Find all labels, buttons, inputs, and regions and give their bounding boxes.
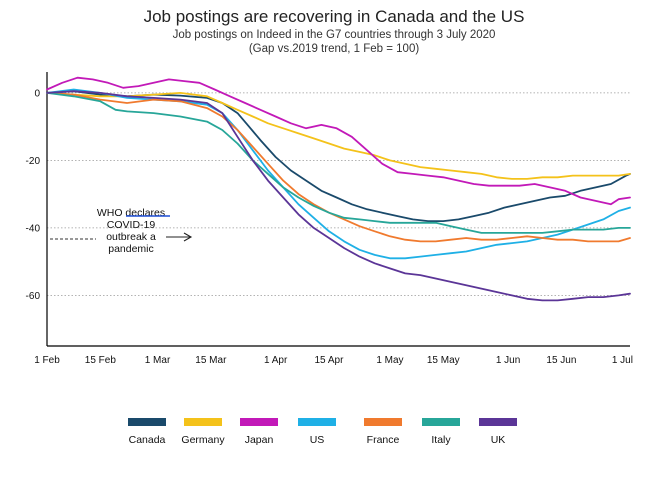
x-tick-label: 15 May bbox=[427, 355, 460, 366]
series-line-us bbox=[46, 88, 631, 260]
y-tick-label: -40 bbox=[26, 223, 41, 234]
series-lines bbox=[46, 76, 631, 302]
x-tick-label: 1 Jul bbox=[612, 355, 633, 366]
x-tick-label: 1 May bbox=[376, 355, 403, 366]
chart-title: Job postings are recovering in Canada an… bbox=[143, 7, 525, 26]
series-line-japan bbox=[46, 76, 631, 206]
legend-swatch-us bbox=[298, 418, 336, 426]
x-tick-label: 1 Jun bbox=[496, 355, 520, 366]
x-tick-label: 15 Mar bbox=[195, 355, 227, 366]
series-line-italy bbox=[46, 92, 631, 234]
series-line-uk bbox=[46, 90, 631, 302]
legend-swatch-canada bbox=[128, 418, 166, 426]
legend-swatch-uk bbox=[479, 418, 517, 426]
x-tick-label: 1 Apr bbox=[264, 355, 288, 366]
series-line-france bbox=[46, 92, 631, 243]
x-tick-label: 1 Feb bbox=[34, 355, 60, 366]
annotation-line: WHO declares bbox=[97, 207, 165, 219]
y-tick-label: -60 bbox=[26, 291, 41, 302]
annotation-line: pandemic bbox=[108, 243, 154, 255]
y-tick-label: -20 bbox=[26, 156, 41, 167]
y-tick-label: 0 bbox=[34, 88, 40, 99]
legend-label-germany: Germany bbox=[181, 434, 225, 446]
legend-label-uk: UK bbox=[491, 434, 506, 446]
chart-subtitle-line-2: (Gap vs.2019 trend, 1 Feb = 100) bbox=[248, 43, 420, 55]
series-line-canada bbox=[46, 90, 631, 222]
annotation-line: COVID-19 bbox=[107, 219, 156, 231]
legend-swatch-italy bbox=[422, 418, 460, 426]
annotation-arrow-head bbox=[183, 232, 193, 242]
x-tick-label: 15 Feb bbox=[85, 355, 117, 366]
legend: Canada Germany Japan US France Italy UK bbox=[128, 418, 517, 446]
legend-swatch-germany bbox=[184, 418, 222, 426]
x-axis-ticks: 1 Feb 15 Feb 1 Mar 15 Mar 1 Apr 15 Apr 1 May 15… bbox=[34, 355, 633, 366]
legend-label-us: US bbox=[310, 434, 325, 446]
legend-swatch-japan bbox=[240, 418, 278, 426]
legend-swatch-france bbox=[364, 418, 402, 426]
series-line-germany bbox=[46, 92, 631, 180]
legend-label-canada: Canada bbox=[129, 434, 166, 446]
legend-label-france: France bbox=[367, 434, 400, 446]
y-axis-ticks: 0 -20 -40 -60 bbox=[26, 88, 41, 302]
annotation-line: outbreak a bbox=[106, 231, 156, 243]
legend-label-italy: Italy bbox=[431, 434, 451, 446]
legend-label-japan: Japan bbox=[245, 434, 274, 446]
gridlines bbox=[47, 92, 630, 296]
x-tick-label: 15 Jun bbox=[546, 355, 576, 366]
chart-subtitle-line-1: Job postings on Indeed in the G7 countri… bbox=[172, 29, 496, 41]
axes bbox=[46, 72, 630, 347]
x-tick-label: 15 Apr bbox=[315, 355, 345, 366]
x-tick-label: 1 Mar bbox=[145, 355, 171, 366]
